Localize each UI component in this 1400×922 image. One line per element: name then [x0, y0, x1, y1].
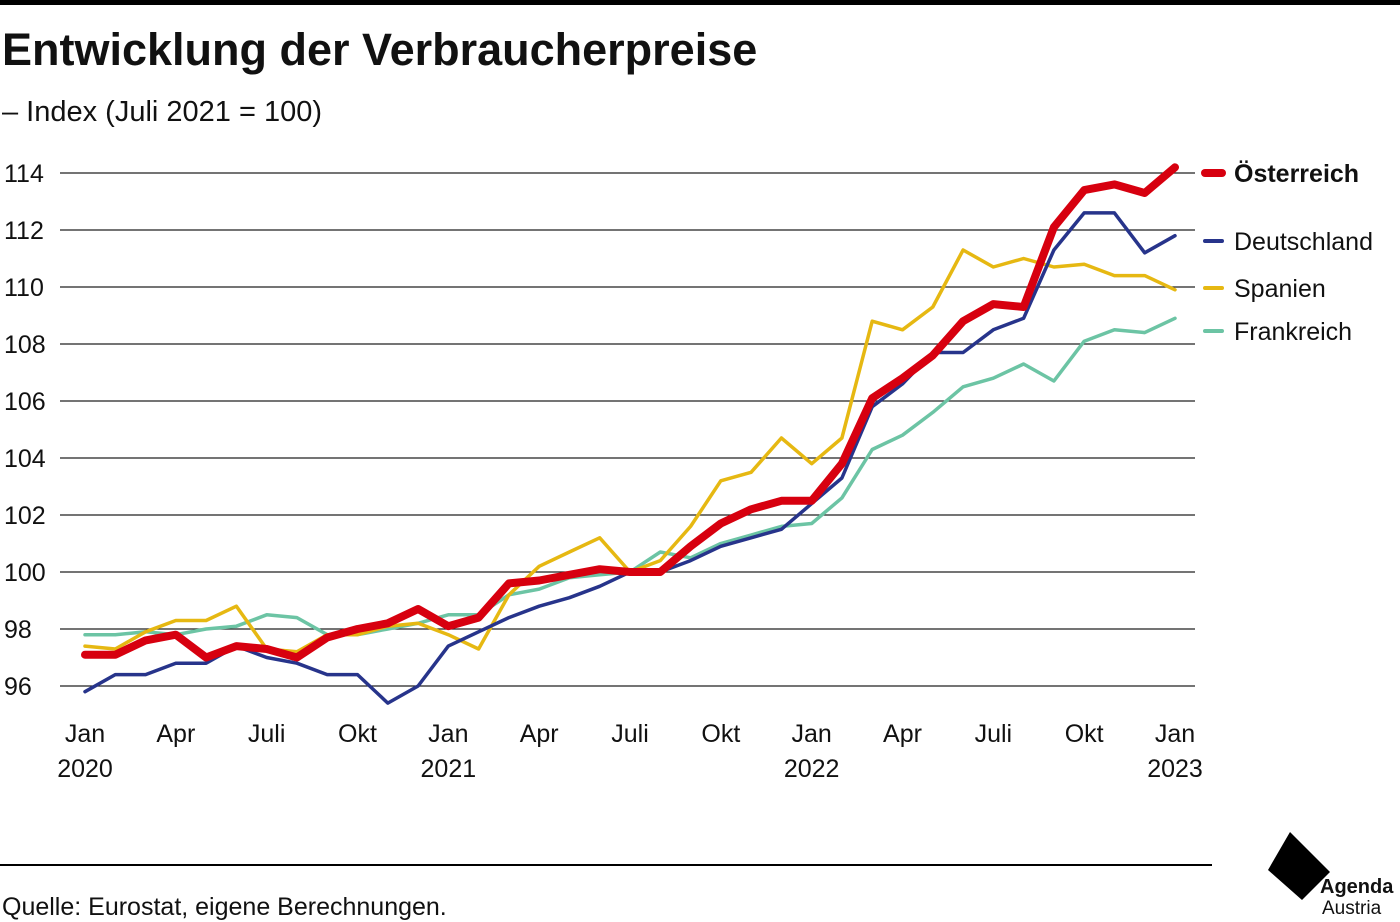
- legend-label: Frankreich: [1234, 318, 1352, 346]
- x-tick-label: Okt: [1065, 720, 1104, 748]
- legend-label: Österreich: [1234, 159, 1359, 188]
- logo-text: Austria: [1322, 898, 1382, 919]
- series-line: [83, 248, 1177, 654]
- top-bar: [0, 0, 1400, 5]
- x-tick-label: Jan 2020: [57, 720, 113, 783]
- y-tick-label: 104: [4, 445, 46, 473]
- x-tick-label: Jan 2023: [1147, 720, 1203, 783]
- x-tick-label: Juli: [248, 720, 286, 748]
- y-tick-label: 110: [4, 274, 44, 302]
- chart-title: Entwicklung der Verbraucherpreise: [2, 24, 757, 75]
- x-tick-label: Okt: [701, 720, 740, 748]
- source: Quelle: Eurostat, eigene Berechnungen.: [2, 893, 447, 921]
- y-tick-label: 114: [4, 160, 44, 188]
- y-tick-label: 100: [4, 559, 46, 587]
- x-tick-label: Apr: [156, 720, 195, 748]
- series-line: [81, 163, 1179, 662]
- logo-text: Agenda: [1320, 876, 1394, 898]
- x-tick-label: Okt: [338, 720, 377, 748]
- logo-mark: [1268, 832, 1330, 900]
- y-tick-label: 112: [4, 217, 44, 245]
- x-tick-label: Jan 2022: [784, 720, 840, 783]
- series-line: [83, 316, 1177, 637]
- chart-subtitle: – Index (Juli 2021 = 100): [2, 96, 322, 128]
- x-tick-label: Juli: [975, 720, 1013, 748]
- legend-label: Deutschland: [1234, 228, 1373, 256]
- x-tick-label: Jan 2021: [421, 720, 477, 783]
- x-tick-label: Apr: [520, 720, 559, 748]
- y-tick-label: 102: [4, 502, 46, 530]
- y-tick-label: 106: [4, 388, 46, 416]
- x-tick-label: Apr: [883, 720, 922, 748]
- y-tick-label: 98: [4, 616, 32, 644]
- legend-label: Spanien: [1234, 275, 1326, 303]
- x-tick-label: Juli: [611, 720, 649, 748]
- y-tick-label: 96: [4, 673, 32, 701]
- y-tick-label: 108: [4, 331, 46, 359]
